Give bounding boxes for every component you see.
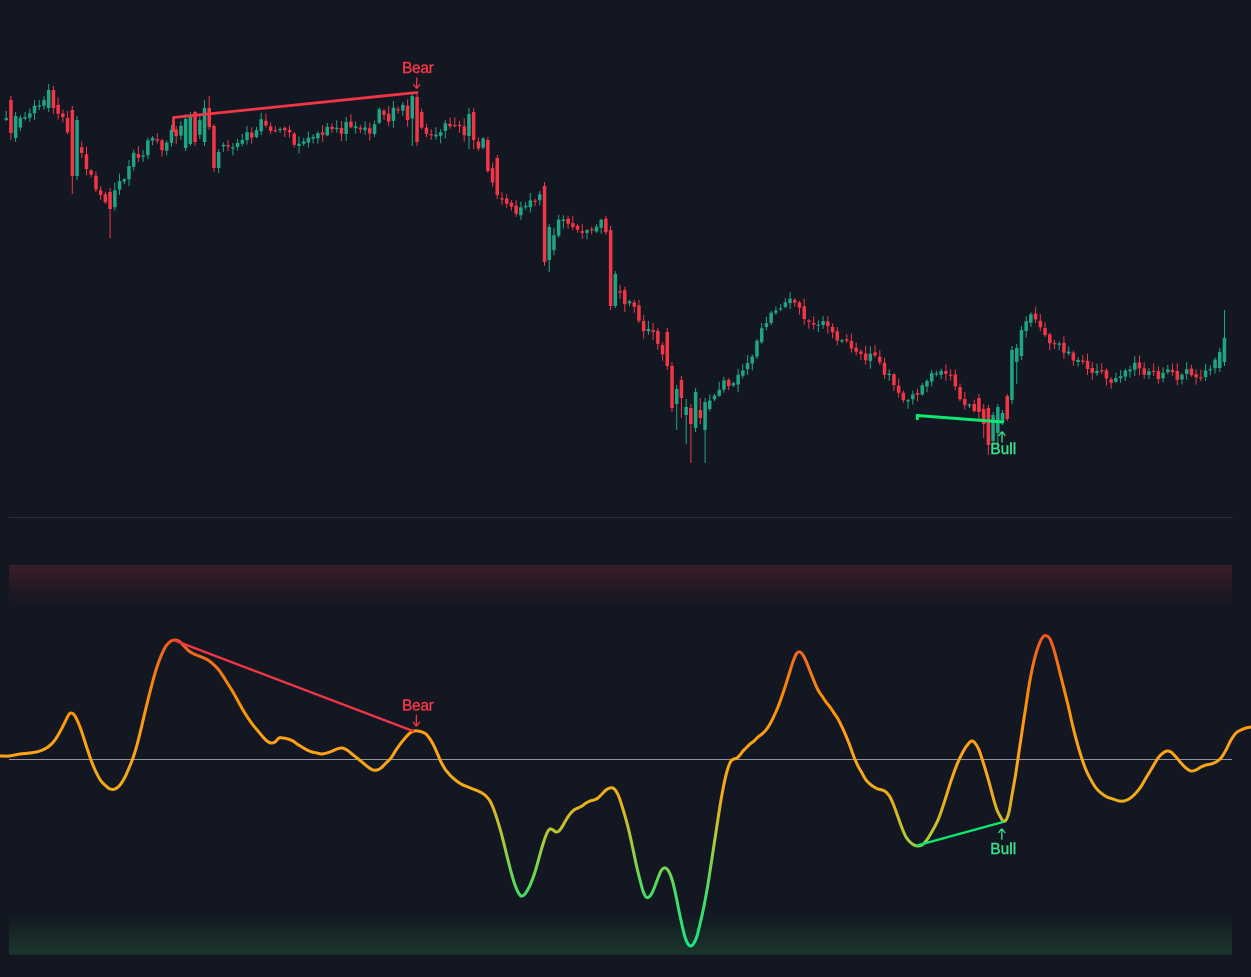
svg-text:Bear: Bear (402, 698, 434, 715)
svg-text:Bear: Bear (402, 60, 434, 77)
svg-text:Bull: Bull (990, 841, 1016, 858)
svg-text:Bull: Bull (990, 441, 1016, 458)
